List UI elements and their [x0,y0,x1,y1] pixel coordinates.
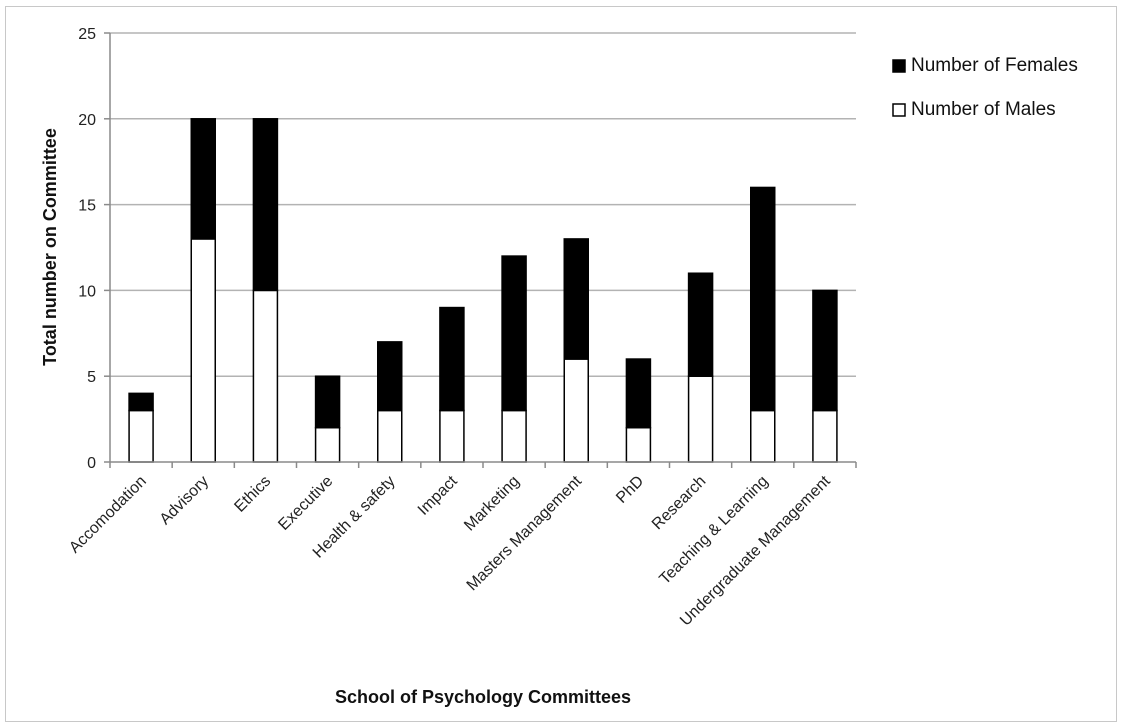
bar-number-of-females [128,392,154,412]
legend-swatch [892,59,906,73]
legend-label: Number of Males [911,99,1056,120]
x-tick-label: Marketing [461,473,523,535]
legend: Number of Females Number of Males [892,55,1078,120]
x-tick-label: Advisory [157,473,212,528]
bar-number-of-males [314,426,341,463]
bars [128,118,838,463]
chart-frame [5,6,1117,722]
x-tick-label: Teaching & Learning [656,473,771,588]
x-tick-labels: Accomodation Advisory Ethics ExecutiveHealt… [66,472,834,629]
bar-number-of-females [439,306,465,412]
bar-number-of-males [563,358,589,463]
gridlines [110,32,856,377]
x-tick-label: Executive [275,473,336,534]
bar-number-of-males [501,409,527,463]
y-tick-label: 10 [78,283,96,300]
bar-number-of-females [812,289,838,412]
bar-number-of-males [252,289,279,463]
bar-number-of-females [750,186,776,412]
y-tick-label: 5 [87,369,96,386]
bar-number-of-females [377,341,403,412]
bar-number-of-females [625,358,652,429]
bar-number-of-males [750,409,776,463]
x-axis-title: School of Psychology Committees [335,687,631,707]
y-tick-label: 20 [78,112,96,129]
bar-number-of-females [314,375,341,429]
x-tick-label: Ethics [231,473,274,516]
x-tick-label: Impact [415,472,461,518]
bar-number-of-males [687,375,714,463]
bar-number-of-males [190,238,216,463]
bar-number-of-males [128,409,154,463]
bar-number-of-females [501,255,527,412]
y-tick-label: 25 [78,26,96,43]
y-tick-label: 0 [87,455,96,472]
legend-label: Number of Females [911,55,1078,76]
axes [104,32,857,468]
bar-number-of-males [812,409,838,463]
y-axis-title: Total number on Committee [40,128,60,366]
bar-number-of-females [190,118,216,240]
bar-number-of-males [439,409,465,463]
y-tick-label: 15 [78,198,96,215]
y-tick-labels: 0 5 10 15 20 25 [78,26,96,472]
bar-number-of-males [377,409,403,463]
bar-number-of-females [563,238,589,360]
x-tick-label: Research [649,473,709,533]
x-tick-label: Accomodation [66,473,150,557]
bar-number-of-males [625,426,652,463]
bar-number-of-females [687,272,714,377]
x-tick-label: PhD [613,473,647,507]
bar-number-of-females [252,118,279,292]
legend-swatch [892,103,906,117]
x-tick-label: Masters Management [464,472,586,594]
